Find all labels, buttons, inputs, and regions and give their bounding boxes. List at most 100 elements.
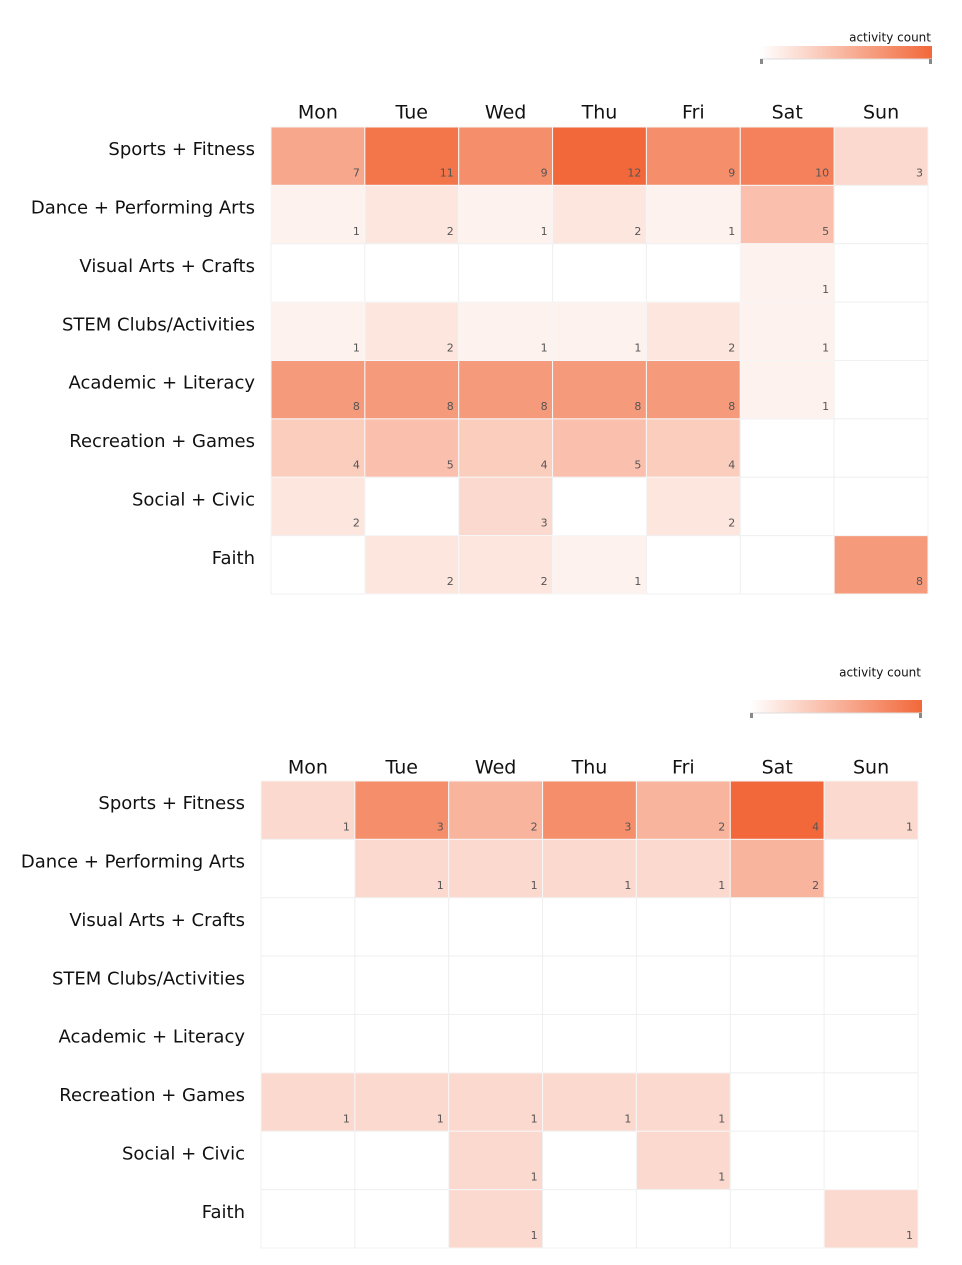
cell — [552, 126, 647, 186]
value-label: 8 — [916, 575, 923, 588]
legend-bar — [760, 46, 932, 59]
value-label: 1 — [437, 1112, 444, 1125]
value-label: 3 — [916, 166, 923, 179]
value-label: 1 — [822, 283, 829, 296]
value-label: 9 — [728, 166, 735, 179]
empty-cell — [729, 955, 825, 1015]
empty-cell — [833, 184, 929, 245]
empty-cell — [552, 476, 647, 537]
empty-cell — [645, 535, 741, 595]
cell — [354, 780, 450, 840]
row-label: Dance + Performing Arts — [21, 852, 245, 873]
row-label: Faith — [202, 1202, 245, 1223]
column-label: Mon — [288, 757, 328, 779]
cell — [635, 838, 731, 899]
empty-cell — [354, 897, 450, 957]
cell — [739, 360, 835, 420]
value-label: 1 — [343, 820, 350, 833]
value-label: 7 — [353, 166, 360, 179]
cell — [364, 126, 460, 186]
value-label: 8 — [541, 400, 548, 413]
value-label: 1 — [531, 1112, 538, 1125]
value-label: 2 — [447, 225, 454, 238]
value-label: 2 — [447, 342, 454, 355]
empty-cell — [823, 838, 919, 899]
cell — [739, 243, 835, 303]
cell — [552, 301, 647, 361]
value-label: 8 — [728, 400, 735, 413]
column-label: Sat — [762, 757, 793, 779]
cell — [354, 838, 450, 899]
empty-cell — [729, 1130, 825, 1191]
value-label: 5 — [822, 225, 829, 238]
row-label: Recreation + Games — [69, 431, 255, 452]
value-label: 11 — [440, 166, 454, 179]
value-label: 10 — [815, 166, 829, 179]
empty-cell — [270, 535, 366, 595]
empty-cell — [645, 243, 741, 303]
cell — [458, 301, 554, 361]
cell — [645, 476, 741, 537]
empty-cell — [260, 955, 356, 1015]
empty-cell — [823, 897, 919, 957]
row-label: Visual Arts + Crafts — [79, 256, 255, 277]
value-label: 3 — [437, 820, 444, 833]
empty-cell — [823, 1130, 919, 1191]
value-label: 2 — [728, 342, 735, 355]
value-label: 1 — [353, 342, 360, 355]
empty-cell — [635, 1014, 731, 1074]
empty-cell — [635, 955, 731, 1015]
cell — [552, 184, 647, 245]
value-label: 5 — [634, 458, 641, 471]
column-label: Sun — [863, 102, 899, 124]
column-label: Mon — [298, 102, 338, 124]
cell — [823, 1189, 919, 1249]
empty-cell — [354, 1189, 450, 1249]
cell — [729, 780, 825, 840]
cell — [645, 301, 741, 361]
cell — [260, 1072, 356, 1132]
value-label: 4 — [728, 458, 735, 471]
cell — [833, 535, 929, 595]
column-label: Tue — [385, 757, 418, 779]
column-label: Fri — [672, 757, 695, 779]
cell — [458, 418, 554, 478]
empty-cell — [542, 1014, 637, 1074]
value-label: 1 — [906, 820, 913, 833]
value-label: 2 — [541, 575, 548, 588]
row-label: Visual Arts + Crafts — [69, 910, 245, 931]
value-label: 1 — [531, 1229, 538, 1242]
value-label: 12 — [627, 166, 641, 179]
cell — [833, 126, 929, 186]
value-label: 2 — [447, 575, 454, 588]
empty-cell — [542, 955, 637, 1015]
cell — [552, 360, 647, 420]
cell — [354, 1072, 450, 1132]
empty-cell — [364, 243, 460, 303]
cell — [364, 535, 460, 595]
cell — [364, 301, 460, 361]
legend-title: activity count — [849, 31, 931, 45]
cell — [364, 184, 460, 245]
column-label: Sat — [772, 102, 803, 124]
value-label: 9 — [541, 166, 548, 179]
empty-cell — [823, 955, 919, 1015]
row-label: Faith — [212, 548, 255, 569]
value-label: 3 — [624, 820, 631, 833]
value-label: 1 — [343, 1112, 350, 1125]
empty-cell — [739, 535, 835, 595]
cell — [739, 126, 835, 186]
cell — [739, 301, 835, 361]
legend-tick — [919, 713, 922, 718]
empty-cell — [833, 243, 929, 303]
row-label: Social + Civic — [122, 1143, 245, 1164]
cell — [458, 184, 554, 245]
empty-cell — [542, 1189, 637, 1249]
cell — [645, 126, 741, 186]
column-label: Thu — [581, 102, 618, 124]
cell — [823, 780, 919, 840]
value-label: 1 — [634, 342, 641, 355]
legend-tick — [760, 59, 763, 64]
value-label: 1 — [353, 225, 360, 238]
